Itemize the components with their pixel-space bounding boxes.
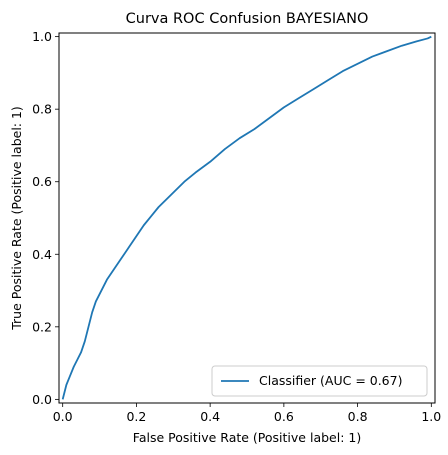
x-tick-label: 0.2 <box>126 409 146 424</box>
y-tick-label: 0.0 <box>32 392 52 407</box>
y-tick-label: 0.8 <box>32 102 52 117</box>
x-tick-label: 0.0 <box>53 409 73 424</box>
x-tick-label: 1.0 <box>421 409 441 424</box>
y-axis-label: True Positive Rate (Positive label: 1) <box>9 106 24 331</box>
legend-box <box>211 365 428 397</box>
plot-frame <box>58 32 436 404</box>
y-tick-label: 0.6 <box>32 174 52 189</box>
roc-curve-line <box>61 35 432 400</box>
legend-label: Classifier (AUC = 0.67) <box>259 373 402 388</box>
x-axis-label: False Positive Rate (Positive label: 1) <box>133 430 361 445</box>
y-tick-label: 0.4 <box>32 247 52 262</box>
y-tick-label: 0.2 <box>32 319 52 334</box>
x-tick-label: 0.8 <box>348 409 368 424</box>
legend: Classifier (AUC = 0.67) <box>211 365 428 397</box>
chart-title: Curva ROC Confusion BAYESIANO <box>126 11 369 27</box>
y-tick-label: 1.0 <box>32 29 52 44</box>
x-tick-label: 0.4 <box>200 409 220 424</box>
x-tick-label: 0.6 <box>274 409 294 424</box>
